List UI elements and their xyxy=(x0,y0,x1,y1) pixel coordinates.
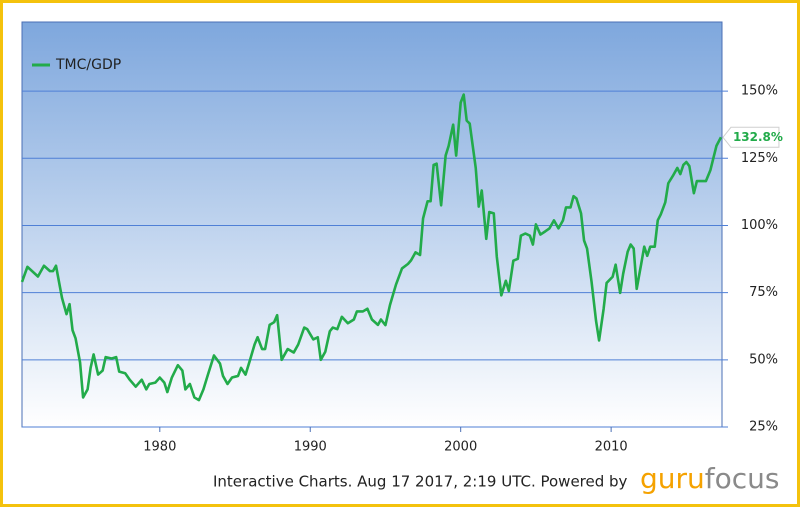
logo-focus: focus xyxy=(705,462,780,495)
footer-text: Interactive Charts. Aug 17 2017, 2:19 UT… xyxy=(213,473,628,491)
x-tick-label: 1980 xyxy=(143,440,176,455)
y-tick-label: 150% xyxy=(741,84,778,99)
x-tick-label: 2010 xyxy=(595,440,628,455)
x-tick-label: 1990 xyxy=(294,440,327,455)
value-label-box xyxy=(722,126,780,148)
y-tick-label: 50% xyxy=(749,352,778,367)
y-tick-label: 25% xyxy=(749,420,778,435)
x-tick-label: 2000 xyxy=(444,440,477,455)
plot-area xyxy=(21,21,723,428)
value-label: 132.8% xyxy=(733,130,783,144)
logo: gurufocus xyxy=(640,462,780,495)
logo-guru: guru xyxy=(640,462,705,495)
y-tick-label: 100% xyxy=(741,218,778,233)
y-tick-label: 75% xyxy=(749,285,778,300)
series-line xyxy=(20,93,723,402)
plot-layer: 25% 50% 75% 100% 125% 150% 1980 1990 2000 2010 132… xyxy=(20,57,783,455)
y-tick-label: 125% xyxy=(741,151,778,166)
legend-label: TMC/GDP xyxy=(55,57,121,73)
